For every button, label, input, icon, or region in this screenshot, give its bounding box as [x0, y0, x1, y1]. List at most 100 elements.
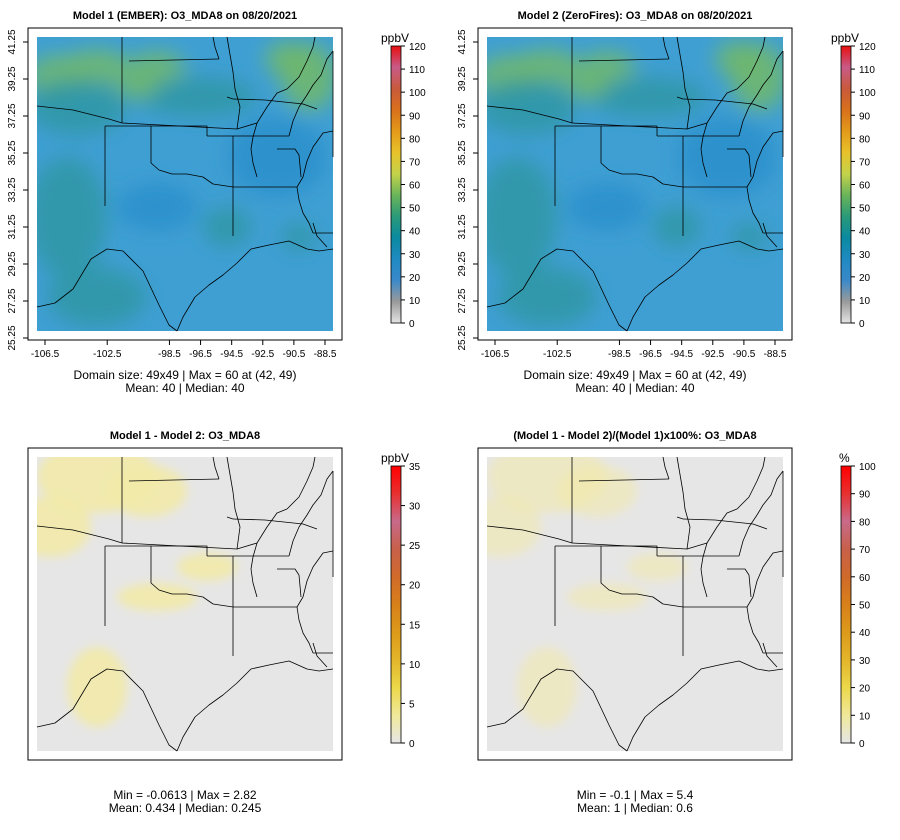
- colorbar-tick-label: 100: [409, 88, 426, 99]
- colorbar-tick-label: 40: [859, 227, 871, 238]
- state-border-line: [578, 58, 670, 62]
- colorbar-tick-label: 10: [859, 296, 871, 307]
- state-border-line: [748, 574, 752, 598]
- x-tick-label: -90.5: [732, 349, 755, 360]
- state-border-line: [128, 478, 220, 482]
- concentration-patch: [203, 207, 251, 247]
- colorbar-tick-label: 40: [859, 628, 871, 639]
- state-border-line: [236, 88, 288, 130]
- state-border-line: [226, 96, 234, 100]
- y-tick-label: 39.25: [457, 66, 468, 91]
- concentration-patch: [731, 223, 767, 251]
- state-border-line: [682, 518, 768, 530]
- state-border-line: [36, 105, 123, 124]
- panel2-title: Model 2 (ZeroFires): O3_MDA8 on 08/20/20…: [518, 10, 753, 22]
- concentration-patch: [129, 51, 185, 83]
- y-tick-label: 33.25: [457, 177, 468, 202]
- state-border-line: [212, 36, 220, 60]
- colorbar-tick-label: 0: [409, 319, 415, 330]
- state-border-line: [746, 606, 764, 654]
- panel1-colorbar: ppbV 0 10 20 30 40 50 60 70 80 90 100 110 120: [381, 31, 426, 330]
- state-border-line: [121, 36, 241, 130]
- colorbar-tick-label: 40: [409, 227, 421, 238]
- y-tick-label: 29.25: [457, 251, 468, 276]
- y-tick-label: 27.25: [7, 288, 18, 313]
- state-border-line: [676, 516, 684, 520]
- y-tick-label: 27.25: [457, 288, 468, 313]
- panel4-field: [487, 457, 783, 751]
- x-tick-label: -102.5: [93, 349, 122, 360]
- colorbar-tick-label: 80: [409, 134, 421, 145]
- concentration-patch: [37, 497, 91, 557]
- panel1-title: Model 1 (EMBER): O3_MDA8 on 08/20/2021: [73, 10, 297, 22]
- panel-difference: Model 1 - Model 2: O3_MDA8 ppbV 0 5 10 15 20…: [27, 430, 421, 815]
- colorbar-tick-label: 120: [409, 42, 426, 53]
- concentration-patch: [227, 117, 327, 197]
- state-border-line: [662, 456, 670, 480]
- concentration-patch: [517, 647, 577, 727]
- state-border-line: [752, 130, 784, 178]
- state-border-line: [727, 148, 750, 156]
- colorbar-tick-label: 90: [409, 111, 421, 122]
- panel-percent-difference: (Model 1 - Model 2)/(Model 1)x100%: O3_M…: [477, 430, 876, 815]
- panel-model1: Model 1 (EMBER): O3_MDA8 on 08/20/2021 -…: [7, 10, 426, 395]
- panel2-stats-line1: Domain size: 49x49 | Max = 60 at (42, 49…: [524, 368, 747, 382]
- state-border-line: [232, 98, 318, 110]
- concentration-patch: [567, 183, 647, 231]
- state-border-line: [662, 36, 670, 60]
- y-tick-label: 31.25: [7, 214, 18, 239]
- y-tick-label: 29.25: [7, 251, 18, 276]
- concentration-patch: [677, 117, 777, 197]
- colorbar-tick-label: 50: [409, 204, 421, 215]
- panel2-stats-line2: Mean: 40 | Median: 40: [575, 381, 695, 395]
- concentration-patch: [117, 583, 197, 611]
- state-border-line: [486, 248, 628, 332]
- state-border-line: [555, 125, 658, 136]
- x-tick-label: -102.5: [543, 349, 572, 360]
- colorbar-tick-label: 20: [409, 581, 421, 592]
- state-border-line: [286, 36, 316, 90]
- colorbar-tick-label: 120: [859, 42, 876, 53]
- colorbar-tick-label: 70: [409, 157, 421, 168]
- state-border-line: [312, 222, 328, 248]
- state-border-line: [312, 642, 328, 668]
- panel4-title: (Model 1 - Model 2)/(Model 1)x100%: O3_M…: [513, 430, 756, 442]
- state-border-line: [176, 660, 334, 752]
- state-border-line: [486, 105, 573, 124]
- state-border-line: [250, 122, 258, 178]
- x-tick-label: -88.5: [314, 349, 337, 360]
- x-tick-label: -106.5: [481, 349, 510, 360]
- panel2-y-axis: 25.25 27.25 29.25 31.25 33.25 35.25 37.25 39.25…: [457, 29, 478, 351]
- panel-model2: Model 2 (ZeroFires): O3_MDA8 on 08/20/20…: [457, 10, 876, 395]
- concentration-patch: [487, 79, 577, 135]
- colorbar-tick-label: 20: [409, 273, 421, 284]
- y-tick-label: 35.25: [7, 140, 18, 165]
- state-border-line: [150, 126, 234, 236]
- state-border-line: [288, 470, 334, 557]
- panel1-y-axis: 25.25 27.25 29.25 31.25 33.25 35.25 37.25 39.25…: [7, 29, 28, 351]
- colorbar-tick-label: 30: [409, 502, 421, 513]
- concentration-patch: [265, 41, 309, 77]
- panel2-unit-label: ppbV: [831, 31, 859, 45]
- state-border-line: [212, 456, 220, 480]
- panel3-title: Model 1 - Model 2: O3_MDA8: [110, 430, 260, 442]
- panel1-x-axis: -106.5 -102.5 -98.5 -96.5 -94.5 -92.5 -90.5 -88…: [31, 340, 337, 360]
- state-border-line: [686, 88, 738, 130]
- state-border-line: [128, 58, 220, 62]
- x-tick-label: -98.5: [608, 349, 631, 360]
- panel3-unit-label: ppbV: [381, 451, 409, 465]
- y-tick-label: 31.25: [457, 214, 468, 239]
- state-border-line: [676, 96, 684, 100]
- state-border-line: [121, 456, 241, 550]
- concentration-patch: [557, 465, 637, 517]
- state-border-line: [236, 508, 288, 550]
- state-border-line: [298, 574, 302, 598]
- concentration-patch: [497, 267, 597, 327]
- state-border-line: [296, 606, 314, 654]
- concentration-patch: [37, 79, 127, 135]
- panel4-stats-line2: Mean: 1 | Median: 0.6: [577, 801, 693, 815]
- state-border-line: [150, 546, 234, 656]
- state-border-line: [600, 546, 684, 656]
- colorbar-tick-label: 10: [859, 711, 871, 722]
